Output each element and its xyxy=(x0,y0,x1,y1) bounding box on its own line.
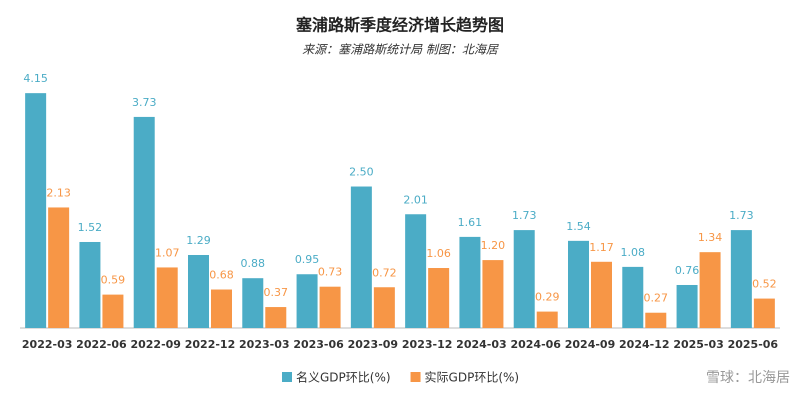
bar xyxy=(373,287,395,328)
value-label: 2.01 xyxy=(403,193,428,206)
chart-subtitle: 来源：塞浦路斯统计局 制图：北海居 xyxy=(302,43,499,57)
bar xyxy=(48,207,70,328)
value-label: 1.54 xyxy=(566,220,591,233)
value-label: 0.72 xyxy=(372,266,397,279)
x-tick-label: 2025-06 xyxy=(728,338,779,351)
value-label: 0.73 xyxy=(318,266,343,279)
legend-swatch xyxy=(410,372,421,382)
bar xyxy=(753,298,775,328)
x-tick-label: 2022-09 xyxy=(130,338,181,351)
value-label: 3.73 xyxy=(132,96,157,109)
value-label: 0.68 xyxy=(209,269,234,282)
x-tick-label: 2022-12 xyxy=(185,338,236,351)
bar xyxy=(568,240,589,328)
bar xyxy=(676,284,698,328)
value-label: 0.76 xyxy=(675,264,700,277)
x-tick-label: 2025-03 xyxy=(673,338,724,351)
bar xyxy=(591,261,612,328)
value-label: 1.08 xyxy=(621,246,646,259)
value-label: 0.59 xyxy=(101,274,126,287)
x-tick-label: 2024-03 xyxy=(456,338,507,351)
bar xyxy=(265,307,287,328)
bar xyxy=(156,267,178,328)
bar xyxy=(350,186,372,328)
bar xyxy=(730,230,752,328)
x-tick-label: 2023-03 xyxy=(239,338,290,351)
watermark: 雪球：北海居 xyxy=(706,370,790,386)
value-label: 1.17 xyxy=(589,241,614,254)
value-label: 1.07 xyxy=(155,246,180,259)
legend-label: 名义GDP环比(%) xyxy=(296,370,391,385)
value-label: 1.73 xyxy=(729,209,754,222)
value-label: 1.61 xyxy=(458,216,483,229)
bar xyxy=(79,241,101,328)
value-label: 1.29 xyxy=(186,234,211,247)
x-tick-label: 2023-09 xyxy=(348,338,399,351)
bar xyxy=(242,278,264,328)
x-tick-label: 2022-03 xyxy=(22,338,73,351)
bar xyxy=(405,214,427,328)
value-label: 0.29 xyxy=(535,291,560,304)
bar xyxy=(459,236,481,328)
bar xyxy=(536,311,558,328)
value-label: 0.52 xyxy=(752,278,777,291)
value-label: 0.27 xyxy=(644,292,669,305)
value-label: 0.95 xyxy=(295,253,320,266)
x-tick-label: 2022-06 xyxy=(76,338,127,351)
bar xyxy=(428,268,450,328)
legend-label: 实际GDP环比(%) xyxy=(425,370,520,385)
x-tick-label: 2023-06 xyxy=(293,338,344,351)
bar xyxy=(188,254,209,328)
value-label: 4.15 xyxy=(23,72,48,85)
value-label: 1.06 xyxy=(426,247,451,260)
bar xyxy=(102,294,124,328)
value-label: 1.20 xyxy=(481,239,506,252)
x-tick-label: 2024-09 xyxy=(565,338,616,351)
value-label: 0.88 xyxy=(241,257,266,270)
value-label: 1.52 xyxy=(78,221,103,234)
bar xyxy=(25,93,47,328)
bar xyxy=(645,312,667,328)
value-label: 1.34 xyxy=(698,231,723,244)
bar xyxy=(133,116,155,328)
legend-swatch xyxy=(282,372,292,382)
value-label: 0.37 xyxy=(264,286,289,299)
value-label: 2.50 xyxy=(349,166,374,179)
bar xyxy=(482,260,504,328)
bar xyxy=(211,289,232,328)
x-tick-label: 2024-06 xyxy=(510,338,561,351)
bar xyxy=(296,274,318,328)
x-tick-label: 2024-12 xyxy=(619,338,670,351)
bar xyxy=(622,266,644,328)
bar xyxy=(699,252,721,328)
value-label: 1.73 xyxy=(512,209,537,222)
bar xyxy=(513,230,535,328)
chart-title: 塞浦路斯季度经济增长趋势图 xyxy=(296,16,504,35)
value-label: 2.13 xyxy=(46,186,71,199)
bar xyxy=(319,286,341,328)
x-tick-label: 2023-12 xyxy=(402,338,453,351)
